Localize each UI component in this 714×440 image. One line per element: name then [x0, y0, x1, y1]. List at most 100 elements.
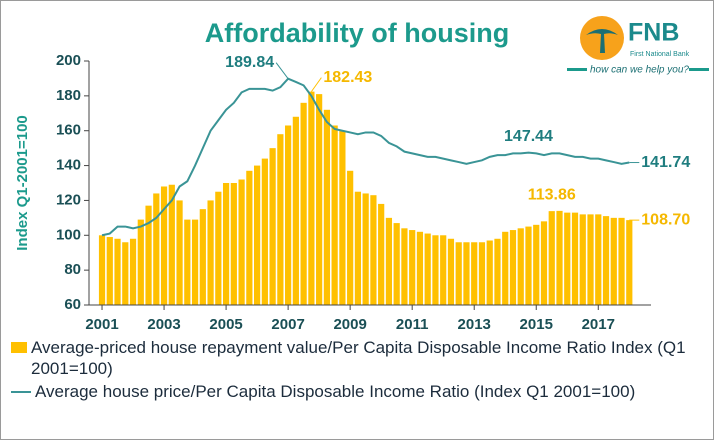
- bar: [494, 238, 501, 305]
- bar: [610, 217, 617, 305]
- y-tick-label: 60: [64, 296, 81, 313]
- label-connector: [310, 77, 322, 92]
- bar: [533, 224, 540, 305]
- bar: [160, 186, 168, 305]
- bar: [331, 125, 338, 305]
- bar: [215, 191, 222, 305]
- bar: [564, 212, 571, 305]
- bar: [153, 193, 160, 305]
- bar: [269, 148, 276, 305]
- bar: [354, 191, 362, 305]
- bar: [416, 231, 424, 305]
- y-tick-label: 120: [56, 191, 81, 208]
- bar: [440, 235, 447, 305]
- bar: [285, 125, 292, 305]
- bar: [409, 230, 416, 305]
- logo-slogan: how can we help you?: [590, 65, 689, 76]
- data-label: 141.74: [641, 154, 690, 171]
- bar: [137, 219, 144, 305]
- logo-subtitle: First National Bank: [630, 51, 690, 58]
- logo-bar: [567, 68, 587, 71]
- legend-item: Average house price/Per Capita Disposabl…: [11, 381, 707, 402]
- bar: [168, 184, 175, 305]
- bar: [587, 214, 594, 305]
- bar: [401, 228, 408, 305]
- bar: [548, 211, 555, 305]
- bar: [486, 240, 493, 305]
- bar: [300, 102, 307, 305]
- bar: [184, 219, 191, 305]
- bar: [517, 228, 524, 305]
- x-tick-label: 2015: [520, 316, 553, 333]
- legend-item: Average-priced house repayment value/Per…: [11, 337, 707, 379]
- legend: Average-priced house repayment value/Per…: [11, 337, 707, 404]
- bar: [370, 195, 377, 305]
- legend-label: Average house price/Per Capita Disposabl…: [35, 382, 636, 401]
- bar: [308, 91, 315, 305]
- x-tick-label: 2013: [458, 316, 491, 333]
- bar: [432, 235, 439, 305]
- bar: [176, 200, 183, 305]
- logo-tree: [586, 29, 618, 53]
- chart: Affordability of housing Index Q1-2001=1…: [14, 16, 709, 333]
- data-label: 189.84: [225, 54, 274, 71]
- legend-label: Average-priced house repayment value/Per…: [31, 338, 686, 378]
- label-connector: [275, 62, 289, 80]
- legend-swatch: [11, 342, 27, 353]
- bar: [502, 231, 509, 305]
- bar: [385, 217, 393, 305]
- line: [101, 77, 630, 237]
- bar: [292, 116, 299, 306]
- bar: [230, 183, 237, 305]
- bar: [478, 242, 486, 305]
- bar: [525, 226, 532, 305]
- bar: [199, 209, 206, 305]
- bar: [261, 158, 268, 305]
- bar: [347, 170, 354, 305]
- y-tick-label: 100: [56, 226, 81, 243]
- bar: [378, 203, 385, 305]
- bar: [98, 235, 106, 305]
- bar: [122, 242, 129, 305]
- bar: [463, 242, 470, 305]
- y-tick-label: 140: [56, 157, 81, 174]
- bar: [540, 221, 548, 305]
- y-tick-label: 160: [56, 122, 81, 139]
- bar: [579, 214, 586, 305]
- x-tick-label: 2001: [85, 316, 118, 333]
- bar: [424, 233, 431, 305]
- y-tick-label: 180: [56, 87, 81, 104]
- bar: [114, 238, 121, 305]
- bar: [393, 223, 400, 305]
- bar: [129, 238, 137, 305]
- x-tick-label: 2005: [209, 316, 242, 333]
- data-label: 108.70: [641, 211, 690, 228]
- bar: [571, 212, 579, 305]
- y-tick-label: 80: [64, 261, 81, 278]
- x-tick-label: 2011: [396, 316, 429, 333]
- x-tick-label: 2007: [271, 316, 304, 333]
- bar: [339, 130, 346, 305]
- x-tick-label: 2017: [582, 316, 615, 333]
- bar: [323, 109, 330, 305]
- bar: [246, 170, 253, 305]
- y-axis-label: Index Q1-2001=100: [14, 115, 31, 251]
- bar: [626, 220, 633, 305]
- bar: [509, 230, 517, 305]
- bar: [316, 94, 323, 305]
- bar: [207, 200, 214, 305]
- x-tick-label: 2003: [147, 316, 180, 333]
- legend-swatch: [11, 391, 31, 393]
- logo: FNB First National Bank how can we help …: [567, 16, 709, 76]
- bar: [277, 134, 284, 305]
- bar: [191, 219, 199, 305]
- bar: [106, 237, 113, 305]
- bar: [455, 242, 462, 305]
- data-label: 113.86: [528, 186, 576, 203]
- chart-title: Affordability of housing: [205, 18, 509, 48]
- bar: [556, 210, 563, 305]
- x-tick-label: 2009: [333, 316, 366, 333]
- logo-bar: [689, 68, 709, 71]
- bar: [238, 179, 245, 305]
